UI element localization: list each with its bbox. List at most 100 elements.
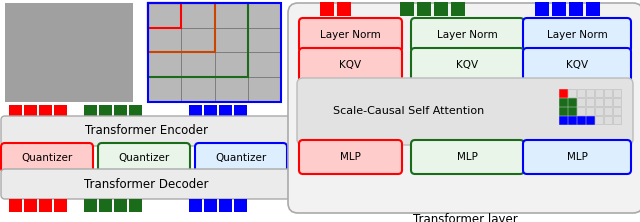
Bar xyxy=(595,116,603,124)
Bar xyxy=(595,107,603,115)
Bar xyxy=(417,2,431,16)
Bar xyxy=(84,105,97,118)
Bar xyxy=(39,105,52,118)
Bar xyxy=(433,2,447,16)
Bar xyxy=(9,199,22,212)
Bar xyxy=(586,2,600,16)
Bar xyxy=(99,199,112,212)
Bar xyxy=(559,116,567,124)
FancyBboxPatch shape xyxy=(523,140,631,174)
Bar xyxy=(577,89,585,97)
Bar xyxy=(399,2,413,16)
FancyBboxPatch shape xyxy=(1,116,292,146)
Bar xyxy=(204,105,217,118)
Bar xyxy=(84,199,97,212)
Text: Layer Norm: Layer Norm xyxy=(547,30,607,40)
Bar xyxy=(39,199,52,212)
FancyBboxPatch shape xyxy=(195,143,287,172)
Bar xyxy=(613,89,621,97)
Text: Transformer Decoder: Transformer Decoder xyxy=(84,178,209,190)
Bar xyxy=(568,107,576,115)
Bar xyxy=(451,2,465,16)
Bar xyxy=(148,3,248,77)
Bar xyxy=(552,2,566,16)
Bar xyxy=(219,199,232,212)
Bar xyxy=(219,105,232,118)
Bar xyxy=(189,105,202,118)
FancyBboxPatch shape xyxy=(299,48,402,82)
Bar xyxy=(577,116,585,124)
Bar xyxy=(148,3,181,28)
Text: Transformer Encoder: Transformer Encoder xyxy=(85,125,208,137)
Text: MLP: MLP xyxy=(566,152,588,162)
Text: MLP: MLP xyxy=(340,152,361,162)
Bar xyxy=(559,89,567,97)
Text: KQV: KQV xyxy=(339,60,362,70)
Text: Transformer layer: Transformer layer xyxy=(413,213,518,222)
Text: KQV: KQV xyxy=(566,60,588,70)
FancyBboxPatch shape xyxy=(411,48,524,82)
Text: Layer Norm: Layer Norm xyxy=(437,30,498,40)
Bar xyxy=(595,89,603,97)
FancyBboxPatch shape xyxy=(297,78,633,145)
Text: Quantizer: Quantizer xyxy=(21,153,72,163)
Bar xyxy=(568,116,576,124)
Bar xyxy=(148,3,281,102)
Bar xyxy=(559,107,567,115)
Bar xyxy=(204,199,217,212)
Bar xyxy=(559,98,567,106)
Bar xyxy=(54,105,67,118)
Bar xyxy=(5,3,133,102)
Bar xyxy=(604,107,612,115)
Text: Scale-Causal Self Attention: Scale-Causal Self Attention xyxy=(333,107,484,117)
Bar xyxy=(568,98,576,106)
Bar xyxy=(54,199,67,212)
Bar xyxy=(534,2,548,16)
Bar xyxy=(234,199,247,212)
FancyBboxPatch shape xyxy=(1,143,93,172)
Bar xyxy=(129,105,142,118)
Bar xyxy=(613,98,621,106)
FancyBboxPatch shape xyxy=(411,18,524,52)
Bar xyxy=(577,98,585,106)
FancyBboxPatch shape xyxy=(299,140,402,174)
Text: KQV: KQV xyxy=(456,60,479,70)
Bar xyxy=(586,98,594,106)
Bar xyxy=(577,107,585,115)
Bar xyxy=(613,107,621,115)
Bar xyxy=(189,199,202,212)
FancyBboxPatch shape xyxy=(411,140,524,174)
FancyBboxPatch shape xyxy=(98,143,190,172)
Bar xyxy=(337,2,351,16)
Bar xyxy=(586,89,594,97)
Bar xyxy=(148,3,214,52)
Bar xyxy=(604,98,612,106)
Text: MLP: MLP xyxy=(457,152,478,162)
Bar xyxy=(613,116,621,124)
Bar xyxy=(234,105,247,118)
Bar xyxy=(129,199,142,212)
FancyBboxPatch shape xyxy=(299,18,402,52)
Bar xyxy=(595,98,603,106)
Bar xyxy=(604,89,612,97)
FancyBboxPatch shape xyxy=(1,169,292,199)
Text: Quantizer: Quantizer xyxy=(216,153,267,163)
Bar xyxy=(24,105,37,118)
Bar xyxy=(114,199,127,212)
Text: Layer Norm: Layer Norm xyxy=(320,30,381,40)
FancyBboxPatch shape xyxy=(523,18,631,52)
Bar xyxy=(586,107,594,115)
Bar xyxy=(319,2,333,16)
Bar xyxy=(99,105,112,118)
Bar xyxy=(604,116,612,124)
FancyBboxPatch shape xyxy=(523,48,631,82)
FancyBboxPatch shape xyxy=(288,3,640,213)
Bar xyxy=(148,3,281,102)
Bar xyxy=(586,116,594,124)
Bar xyxy=(568,2,582,16)
Bar xyxy=(114,105,127,118)
Bar xyxy=(9,105,22,118)
Bar xyxy=(568,89,576,97)
Bar xyxy=(24,199,37,212)
Text: Quantizer: Quantizer xyxy=(118,153,170,163)
